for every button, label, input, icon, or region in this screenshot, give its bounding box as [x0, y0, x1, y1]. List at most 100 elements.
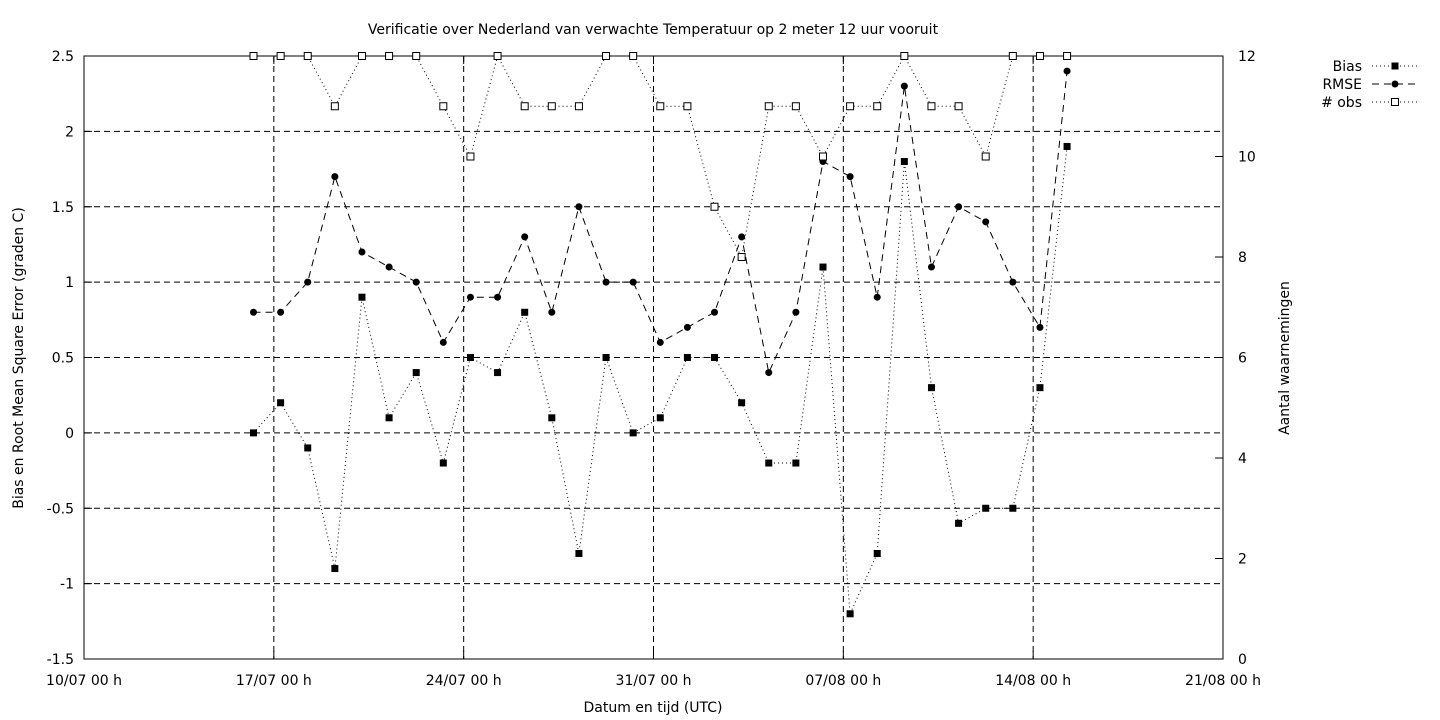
y2-tick-label: 10: [1238, 150, 1256, 166]
data-point-obs: [276, 52, 285, 60]
y-tick-label: 0: [65, 426, 74, 442]
data-point-obs: [629, 52, 638, 60]
data-point-obs: [493, 52, 502, 60]
data-point-obs: [683, 102, 692, 111]
x-axis-label: Datum en tijd (UTC): [583, 700, 722, 716]
y2-tick-label: 0: [1238, 652, 1247, 668]
series-bias: [249, 142, 1071, 618]
legend-marker-bias: [1391, 62, 1399, 70]
data-point-bias: [277, 399, 285, 407]
data-point-rmse: [1036, 323, 1044, 331]
data-point-rmse: [602, 278, 610, 286]
data-point-rmse: [466, 293, 474, 301]
data-point-bias: [1036, 384, 1044, 392]
data-point-bias: [792, 459, 800, 467]
data-point-rmse: [629, 278, 637, 286]
data-point-rmse: [277, 308, 285, 316]
data-point-obs: [1008, 52, 1017, 60]
data-point-obs: [873, 102, 882, 111]
data-point-rmse: [548, 308, 556, 316]
data-point-bias: [494, 369, 502, 377]
data-point-bias: [1009, 504, 1017, 512]
data-point-obs: [954, 102, 963, 111]
data-point-obs: [1035, 52, 1044, 60]
data-point-obs: [791, 102, 800, 111]
data-point-rmse: [792, 308, 800, 316]
data-point-bias: [602, 354, 610, 361]
data-point-bias: [249, 429, 257, 437]
chart-title: Verificatie over Nederland van verwachte…: [368, 22, 939, 38]
y-tick-label: 1: [65, 275, 74, 291]
data-point-bias: [575, 549, 583, 557]
data-point-obs: [412, 52, 421, 60]
y-tick-label: -1: [60, 577, 74, 593]
data-point-bias: [711, 354, 719, 361]
data-point-obs: [520, 102, 529, 111]
data-point-bias: [873, 549, 881, 557]
x-tick-label: 24/07 00 h: [426, 673, 502, 689]
legend-marker-obs: [1391, 98, 1399, 106]
y-tick-label: 1.5: [52, 200, 74, 216]
y2-tick-label: 8: [1238, 250, 1247, 266]
x-tick-label: 14/08 00 h: [995, 673, 1071, 689]
data-point-bias: [738, 399, 746, 407]
data-point-bias: [900, 158, 908, 166]
x-tick-label: 07/08 00 h: [805, 673, 881, 689]
data-point-bias: [982, 504, 990, 512]
data-point-bias: [412, 369, 420, 377]
data-point-bias: [765, 459, 773, 467]
data-point-rmse: [765, 369, 773, 377]
legend: Bias RMSE # obs: [1321, 59, 1420, 111]
data-point-obs: [385, 52, 394, 60]
x-tick-label: 31/07 00 h: [616, 673, 692, 689]
data-point-obs: [1063, 52, 1072, 60]
data-point-rmse: [494, 293, 502, 301]
series-line-bias: [253, 146, 1068, 615]
data-point-rmse: [385, 263, 393, 271]
data-point-obs: [303, 52, 312, 60]
y-axis-label: Bias en Root Mean Square Error (graden C…: [11, 207, 27, 509]
legend-marker-rmse: [1391, 80, 1399, 88]
y-tick-label: 2: [65, 124, 74, 140]
data-point-obs: [439, 102, 448, 111]
data-point-rmse: [900, 82, 908, 90]
y-tick-label: -1.5: [47, 652, 74, 668]
axis-ticks: 2.5 2 1.5 1 0.5 0 -0.5 -1 -1.5 10/07 00 h 17/07 00…: [46, 49, 1261, 689]
legend-label-obs: # obs: [1321, 95, 1362, 111]
data-point-obs: [330, 102, 339, 111]
y2-tick-label: 12: [1238, 49, 1256, 65]
data-point-rmse: [439, 338, 447, 346]
y-tick-label: 0.5: [52, 351, 74, 367]
data-point-obs: [602, 52, 611, 60]
data-point-bias: [846, 610, 854, 618]
data-point-bias: [683, 354, 691, 361]
data-point-obs: [900, 52, 909, 60]
data-point-rmse: [304, 278, 312, 286]
data-point-bias: [548, 414, 556, 422]
x-tick-label: 10/07 00 h: [46, 673, 122, 689]
data-point-rmse: [927, 263, 935, 271]
data-point-obs: [710, 202, 719, 211]
y-tick-label: 2.5: [52, 49, 74, 65]
gridlines: [84, 56, 1223, 659]
data-point-rmse: [331, 173, 339, 181]
data-point-rmse: [1009, 278, 1017, 286]
data-point-rmse: [982, 218, 990, 226]
data-point-obs: [846, 102, 855, 111]
data-point-obs: [656, 102, 665, 111]
data-point-rmse: [955, 203, 963, 211]
data-point-rmse: [711, 308, 719, 316]
series-line-obs: [253, 54, 1068, 259]
data-point-rmse: [656, 338, 664, 346]
data-point-bias: [358, 293, 366, 301]
data-point-obs: [574, 102, 583, 111]
x-tick-label: 17/07 00 h: [236, 673, 312, 689]
data-point-rmse: [738, 233, 746, 241]
data-point-bias: [1063, 142, 1071, 150]
y2-axis-label: Aantal waarnemingen: [1277, 281, 1293, 435]
y2-tick-label: 6: [1238, 351, 1247, 367]
data-point-rmse: [412, 278, 420, 286]
data-point-bias: [521, 308, 529, 316]
data-point-obs: [981, 152, 990, 161]
data-point-rmse: [846, 173, 854, 181]
